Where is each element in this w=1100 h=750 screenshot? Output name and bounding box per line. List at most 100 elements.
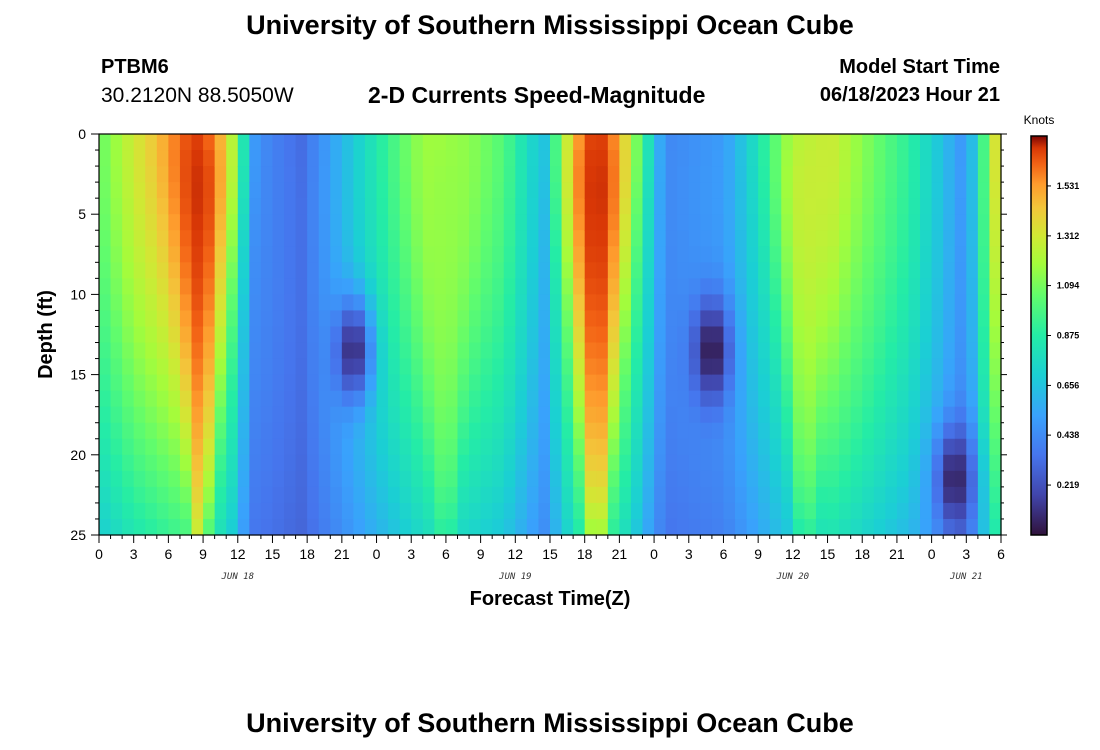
- heatmap-cell: [156, 294, 169, 312]
- heatmap-cell: [896, 406, 910, 424]
- heatmap-cell: [434, 246, 447, 263]
- x-tick-label: 0: [928, 546, 936, 562]
- heatmap-cell: [896, 214, 910, 231]
- heatmap-cell: [422, 198, 435, 215]
- heatmap-cell: [203, 150, 216, 167]
- heatmap-cell: [954, 502, 967, 520]
- heatmap-cell: [364, 342, 378, 360]
- heatmap-cell: [792, 246, 806, 263]
- heatmap-cell: [769, 166, 782, 183]
- heatmap-cell: [977, 294, 991, 312]
- heatmap-cell: [295, 454, 308, 472]
- x-axis: 0 3 6 9 12 15 18 21 0 3 6 9 12 15 18 21 0 3 6 9 12 15 18 21 0 3 6: [95, 535, 1005, 562]
- heatmap-cell: [711, 486, 725, 504]
- heatmap-cell: [110, 374, 123, 392]
- heatmap-cell: [307, 406, 320, 424]
- heatmap-cell: [99, 134, 112, 151]
- heatmap-cell: [515, 486, 528, 504]
- heatmap-cell: [538, 262, 551, 279]
- heatmap-cell: [272, 374, 285, 392]
- heatmap-cell: [966, 486, 979, 504]
- heatmap-cell: [272, 246, 285, 263]
- heatmap-cell: [503, 518, 516, 536]
- heatmap-cell: [781, 150, 794, 167]
- heatmap-cell: [619, 470, 632, 488]
- heatmap-cell: [295, 502, 308, 520]
- heatmap-cell: [295, 422, 308, 440]
- heatmap-cell: [642, 470, 655, 488]
- heatmap-cell: [445, 422, 459, 440]
- heatmap-cell: [237, 230, 250, 247]
- heatmap-cell: [896, 166, 910, 183]
- heatmap-cell: [654, 406, 667, 424]
- heatmap-cell: [711, 150, 725, 167]
- heatmap-cell: [584, 422, 597, 440]
- heatmap-cell: [619, 406, 632, 424]
- heatmap-cell: [746, 358, 759, 376]
- heatmap-cell: [249, 134, 262, 151]
- heatmap-cell: [619, 454, 632, 472]
- heatmap-cell: [191, 486, 204, 504]
- heatmap-cell: [318, 518, 331, 536]
- heatmap-cell: [584, 454, 597, 472]
- heatmap-cell: [318, 246, 331, 263]
- heatmap-cell: [931, 310, 944, 328]
- heatmap-cell: [723, 198, 736, 215]
- heatmap-cell: [445, 150, 459, 167]
- heatmap-cell: [677, 294, 690, 312]
- heatmap-cell: [827, 358, 840, 376]
- heatmap-cell: [307, 422, 320, 440]
- heatmap-cell: [920, 454, 933, 472]
- heatmap-cell: [330, 390, 343, 408]
- heatmap-cell: [792, 390, 806, 408]
- heatmap-cell: [862, 486, 875, 504]
- heatmap-cell: [99, 198, 112, 215]
- heatmap-cell: [480, 518, 493, 536]
- heatmap-cell: [862, 422, 875, 440]
- heatmap-cell: [272, 230, 285, 247]
- heatmap-cell: [839, 310, 852, 328]
- heatmap-cell: [792, 182, 806, 199]
- heatmap-cell: [804, 150, 817, 167]
- heatmap-cell: [226, 374, 239, 392]
- heatmap-cell: [411, 214, 424, 231]
- heatmap-cell: [920, 486, 933, 504]
- heatmap-cell: [99, 502, 112, 520]
- heatmap-cell: [550, 230, 563, 247]
- heatmap-cell: [688, 454, 701, 472]
- heatmap-cell: [677, 198, 690, 215]
- heatmap-cell: [804, 134, 817, 151]
- heatmap-cell: [445, 262, 459, 279]
- heatmap-cell: [943, 374, 956, 392]
- heatmap-cell: [434, 278, 447, 295]
- heatmap-cell: [191, 470, 204, 488]
- heatmap-cell: [711, 342, 725, 360]
- heatmap-cell: [156, 454, 169, 472]
- heatmap-cell: [457, 214, 470, 231]
- heatmap-cell: [920, 294, 933, 312]
- heatmap-cell: [307, 214, 320, 231]
- heatmap-cell: [469, 326, 482, 344]
- heatmap-cell: [492, 134, 505, 151]
- heatmap-cell: [711, 294, 725, 312]
- heatmap-cell: [249, 486, 262, 504]
- heatmap-cell: [873, 198, 886, 215]
- heatmap-cell: [110, 438, 123, 456]
- heatmap-cell: [839, 486, 852, 504]
- heatmap-cell: [318, 294, 331, 312]
- heatmap-cell: [445, 502, 459, 520]
- heatmap-cell: [561, 374, 574, 392]
- heatmap-cell: [885, 358, 898, 376]
- heatmap-cell: [538, 134, 551, 151]
- heatmap-cell: [827, 374, 840, 392]
- heatmap-cell: [619, 326, 632, 344]
- heatmap-cell: [503, 358, 516, 376]
- heatmap-cell: [966, 470, 979, 488]
- heatmap-cell: [122, 406, 135, 424]
- heatmap-cell: [677, 262, 690, 279]
- heatmap-cell: [642, 374, 655, 392]
- heatmap-cell: [920, 358, 933, 376]
- heatmap-cell: [596, 294, 609, 312]
- heatmap-cell: [943, 486, 956, 504]
- heatmap-cell: [353, 326, 366, 344]
